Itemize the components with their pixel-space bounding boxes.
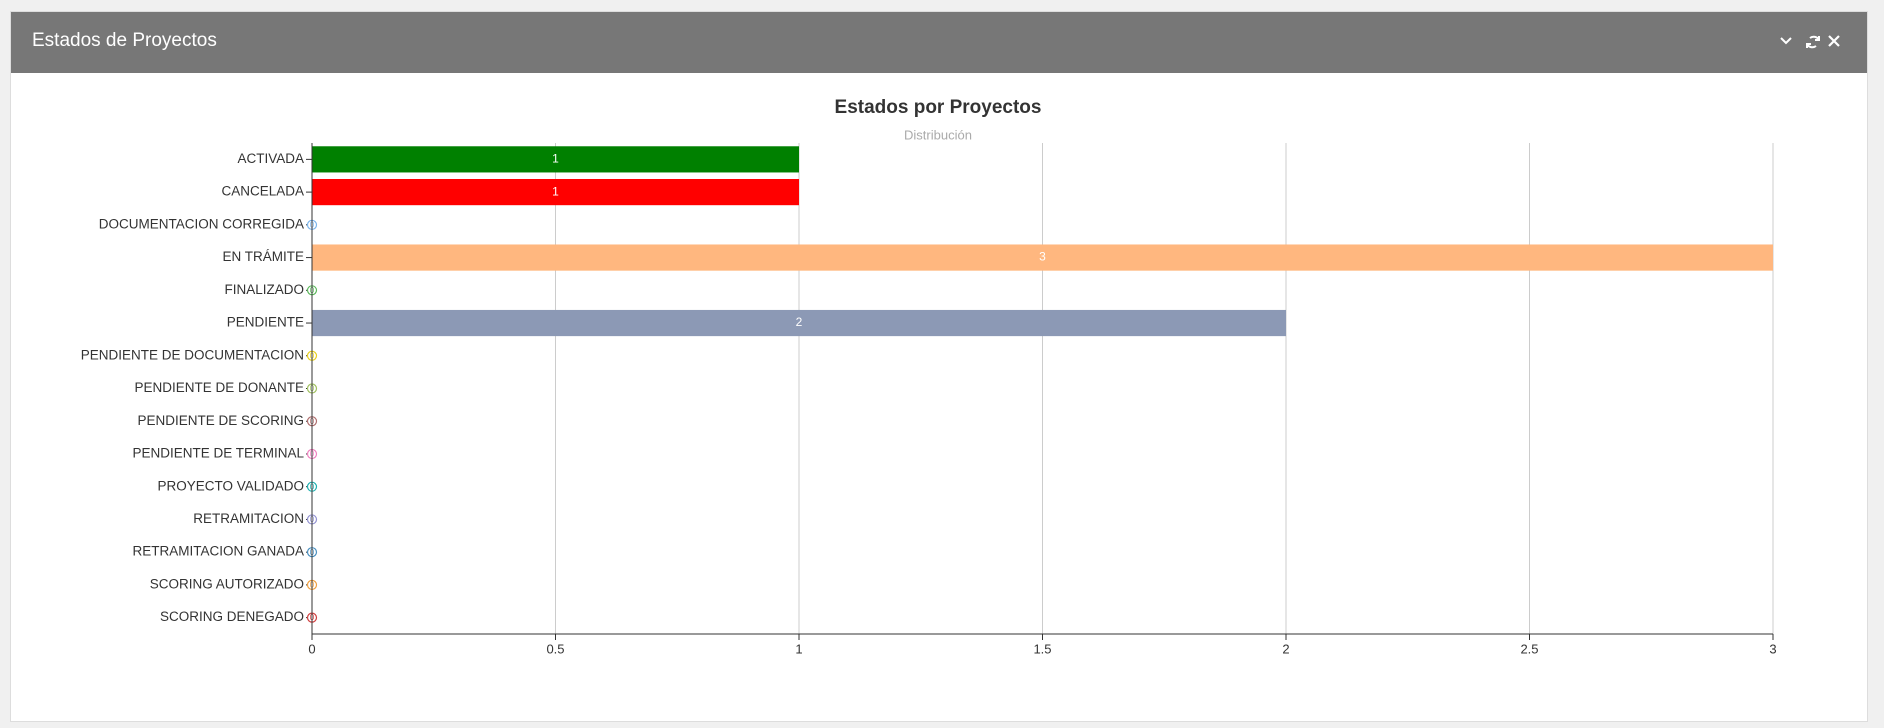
bar xyxy=(312,244,1773,271)
x-tick-label: 2 xyxy=(1282,641,1289,656)
value-label: 1 xyxy=(552,184,559,198)
y-tick-label: PENDIENTE xyxy=(227,315,304,330)
y-tick-label: SCORING AUTORIZADO xyxy=(150,576,304,591)
x-tick-label: 1 xyxy=(795,641,802,656)
bar xyxy=(312,309,1286,337)
value-label: 3 xyxy=(1039,250,1046,264)
chart-subtitle: Distribución xyxy=(904,127,972,142)
collapse-icon[interactable] xyxy=(1780,37,1792,45)
close-icon[interactable] xyxy=(1828,35,1840,47)
y-tick-label: EN TRÁMITE xyxy=(222,249,304,264)
y-tick-label: PENDIENTE DE TERMINAL xyxy=(132,446,304,461)
y-tick-label: PROYECTO VALIDADO xyxy=(157,478,304,493)
x-tick-label: 0 xyxy=(308,641,315,656)
y-tick-label: PENDIENTE DE DONANTE xyxy=(134,380,304,395)
y-tick-label: PENDIENTE DE DOCUMENTACION xyxy=(81,347,304,362)
panel-header: Estados de Proyectos xyxy=(11,12,1867,73)
y-tick-label: CANCELADA xyxy=(221,184,304,199)
y-tick-label: RETRAMITACION xyxy=(193,511,304,526)
y-tick-label: DOCUMENTACION CORREGIDA xyxy=(99,216,304,231)
y-tick-label: SCORING DENEGADO xyxy=(160,609,304,624)
refresh-icon[interactable] xyxy=(1806,35,1820,49)
bar xyxy=(312,146,799,173)
value-label: 2 xyxy=(796,315,803,329)
y-tick-label: FINALIZADO xyxy=(224,282,304,297)
x-tick-label: 2.5 xyxy=(1520,641,1538,656)
panel-title: Estados de Proyectos xyxy=(32,30,217,51)
y-tick-label: ACTIVADA xyxy=(237,151,304,166)
x-tick-label: 3 xyxy=(1769,641,1776,656)
y-tick-label: RETRAMITACION GANADA xyxy=(132,544,304,559)
panel-icons xyxy=(1780,35,1840,49)
x-tick-label: 0.5 xyxy=(546,641,564,656)
x-tick-label: 1.5 xyxy=(1033,641,1051,656)
chart-title: Estados por Proyectos xyxy=(835,97,1042,118)
panel: Estados de Proyectos xyxy=(10,11,1868,722)
y-tick-label: PENDIENTE DE SCORING xyxy=(137,413,304,428)
bar xyxy=(312,179,799,206)
value-label: 1 xyxy=(552,152,559,166)
